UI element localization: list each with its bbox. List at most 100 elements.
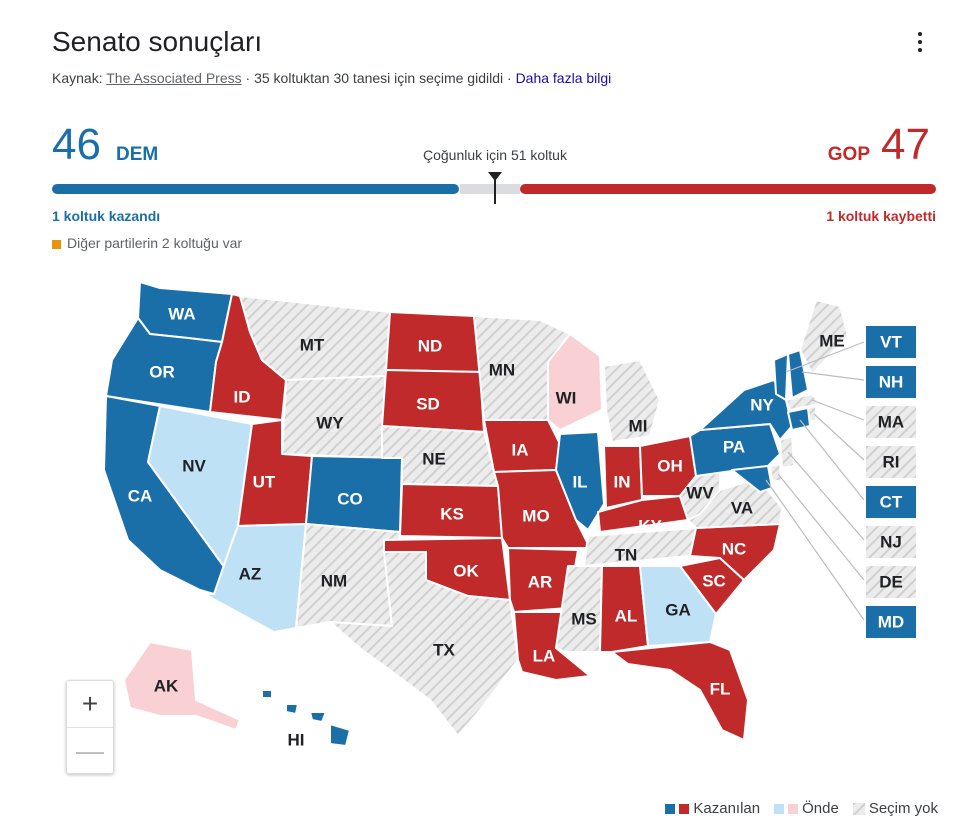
- box-label-RI: RI: [883, 452, 900, 471]
- label-CO: CO: [337, 489, 363, 508]
- state-RI[interactable]: [807, 405, 817, 423]
- label-MS: MS: [571, 609, 597, 628]
- other-party-swatch: [52, 239, 61, 249]
- gop-seat-bar: [520, 184, 936, 194]
- label-SC: SC: [702, 571, 726, 590]
- label-UT: UT: [253, 472, 276, 491]
- more-options-icon[interactable]: [908, 26, 932, 58]
- label-WY: WY: [316, 413, 344, 432]
- label-TN: TN: [615, 545, 638, 564]
- undecided-seat-bar: [460, 184, 520, 194]
- dem-seat-bar: [52, 184, 459, 194]
- label-PA: PA: [723, 437, 745, 456]
- box-VT[interactable]: [866, 326, 916, 358]
- box-DE[interactable]: [866, 566, 916, 598]
- state-MA[interactable]: [785, 393, 821, 411]
- label-SD: SD: [416, 394, 440, 413]
- us-senate-map[interactable]: WA OR CA NV ID MT WY UT AZ CO NM ND SD N…: [0, 270, 960, 790]
- state-NJ[interactable]: [779, 435, 795, 469]
- state-NH[interactable]: [787, 349, 809, 399]
- state-HI[interactable]: [261, 689, 351, 747]
- label-IL: IL: [572, 472, 587, 491]
- label-FL: FL: [710, 679, 731, 698]
- label-IN: IN: [614, 472, 631, 491]
- label-CA: CA: [128, 486, 153, 505]
- legend-no-election: Seçim yok: [852, 800, 938, 817]
- zoom-in-button[interactable]: +: [81, 688, 99, 719]
- box-label-MD: MD: [878, 612, 904, 631]
- label-WA: WA: [168, 304, 195, 323]
- map-legend: Kazanılan Önde Seçim yok: [665, 800, 938, 817]
- other-parties-text: Diğer partilerin 2 koltuğu var: [67, 235, 243, 251]
- state-TX[interactable]: [329, 551, 519, 737]
- label-AZ: AZ: [239, 564, 262, 583]
- state-GA[interactable]: [639, 565, 717, 647]
- label-WV: WV: [686, 483, 714, 502]
- state-AK[interactable]: [123, 641, 241, 731]
- box-CT[interactable]: [866, 486, 916, 518]
- zoom-out-button[interactable]: —: [67, 727, 113, 774]
- box-NH[interactable]: [866, 366, 916, 398]
- box-RI[interactable]: [866, 446, 916, 478]
- label-ND: ND: [418, 336, 443, 355]
- gop-change: 1 koltuk kaybetti: [826, 208, 936, 224]
- label-OK: OK: [453, 561, 479, 580]
- label-ME: ME: [819, 331, 845, 350]
- state-AR[interactable]: [507, 547, 579, 613]
- state-WI[interactable]: [547, 333, 603, 431]
- northeast-boxes: [866, 326, 916, 638]
- state-ME[interactable]: [799, 299, 849, 375]
- label-MI: MI: [629, 416, 648, 435]
- dem-seat-count: 46: [52, 120, 101, 169]
- page-title: Senato sonuçları: [52, 26, 263, 57]
- label-IA: IA: [512, 440, 529, 459]
- gop-label: GOP: [827, 144, 870, 165]
- box-label-VT: VT: [880, 332, 902, 351]
- legend-no-election-label: Seçim yok: [868, 800, 938, 817]
- majority-marker: [494, 176, 496, 204]
- other-parties-note: Diğer partilerin 2 koltuğu var: [52, 235, 242, 251]
- legend-no-election-swatch: [852, 802, 865, 815]
- box-label-NH: NH: [879, 372, 904, 391]
- source-line: Kaynak: The Associated Press · 35 koltuk…: [52, 70, 611, 86]
- state-MI[interactable]: [603, 359, 661, 443]
- state-IL[interactable]: [555, 431, 605, 531]
- label-NM: NM: [321, 571, 347, 590]
- box-MD[interactable]: [866, 606, 916, 638]
- gop-seat-count: 47: [881, 120, 930, 169]
- legend-won-label: Kazanılan: [693, 800, 761, 817]
- label-MN: MN: [489, 360, 515, 379]
- label-WI: WI: [556, 388, 577, 407]
- label-VA: VA: [731, 498, 753, 517]
- label-ID: ID: [234, 387, 251, 406]
- state-FL[interactable]: [611, 641, 749, 741]
- label-TX: TX: [433, 640, 455, 659]
- label-NV: NV: [182, 456, 206, 475]
- label-KS: KS: [440, 504, 464, 523]
- source-link[interactable]: The Associated Press: [106, 70, 242, 86]
- legend-leading-label: Önde: [802, 800, 839, 817]
- state-DE[interactable]: [769, 463, 783, 483]
- state-VT[interactable]: [773, 353, 789, 401]
- dem-label: DEM: [116, 144, 159, 165]
- state-AL[interactable]: [599, 565, 649, 653]
- label-GA: GA: [665, 600, 691, 619]
- label-MO: MO: [522, 506, 549, 525]
- label-OH: OH: [657, 456, 683, 475]
- dem-change: 1 koltuk kazandı: [52, 208, 161, 224]
- box-label-MA: MA: [878, 412, 904, 431]
- legend-leading-gop-swatch: [788, 803, 799, 814]
- label-OR: OR: [149, 362, 175, 381]
- more-info-link[interactable]: Daha fazla bilgi: [515, 70, 612, 86]
- state-MS[interactable]: [555, 565, 603, 653]
- label-NC: NC: [722, 539, 747, 558]
- legend-won-dem-swatch: [665, 803, 676, 814]
- legend-won-gop-swatch: [679, 803, 690, 814]
- box-label-CT: CT: [880, 492, 903, 511]
- box-MA[interactable]: [866, 406, 916, 438]
- state-CT[interactable]: [787, 407, 811, 431]
- majority-marker-arrow-icon: [488, 172, 502, 181]
- label-AR: AR: [528, 572, 553, 591]
- source-prefix: Kaynak:: [52, 70, 107, 86]
- box-NJ[interactable]: [866, 526, 916, 558]
